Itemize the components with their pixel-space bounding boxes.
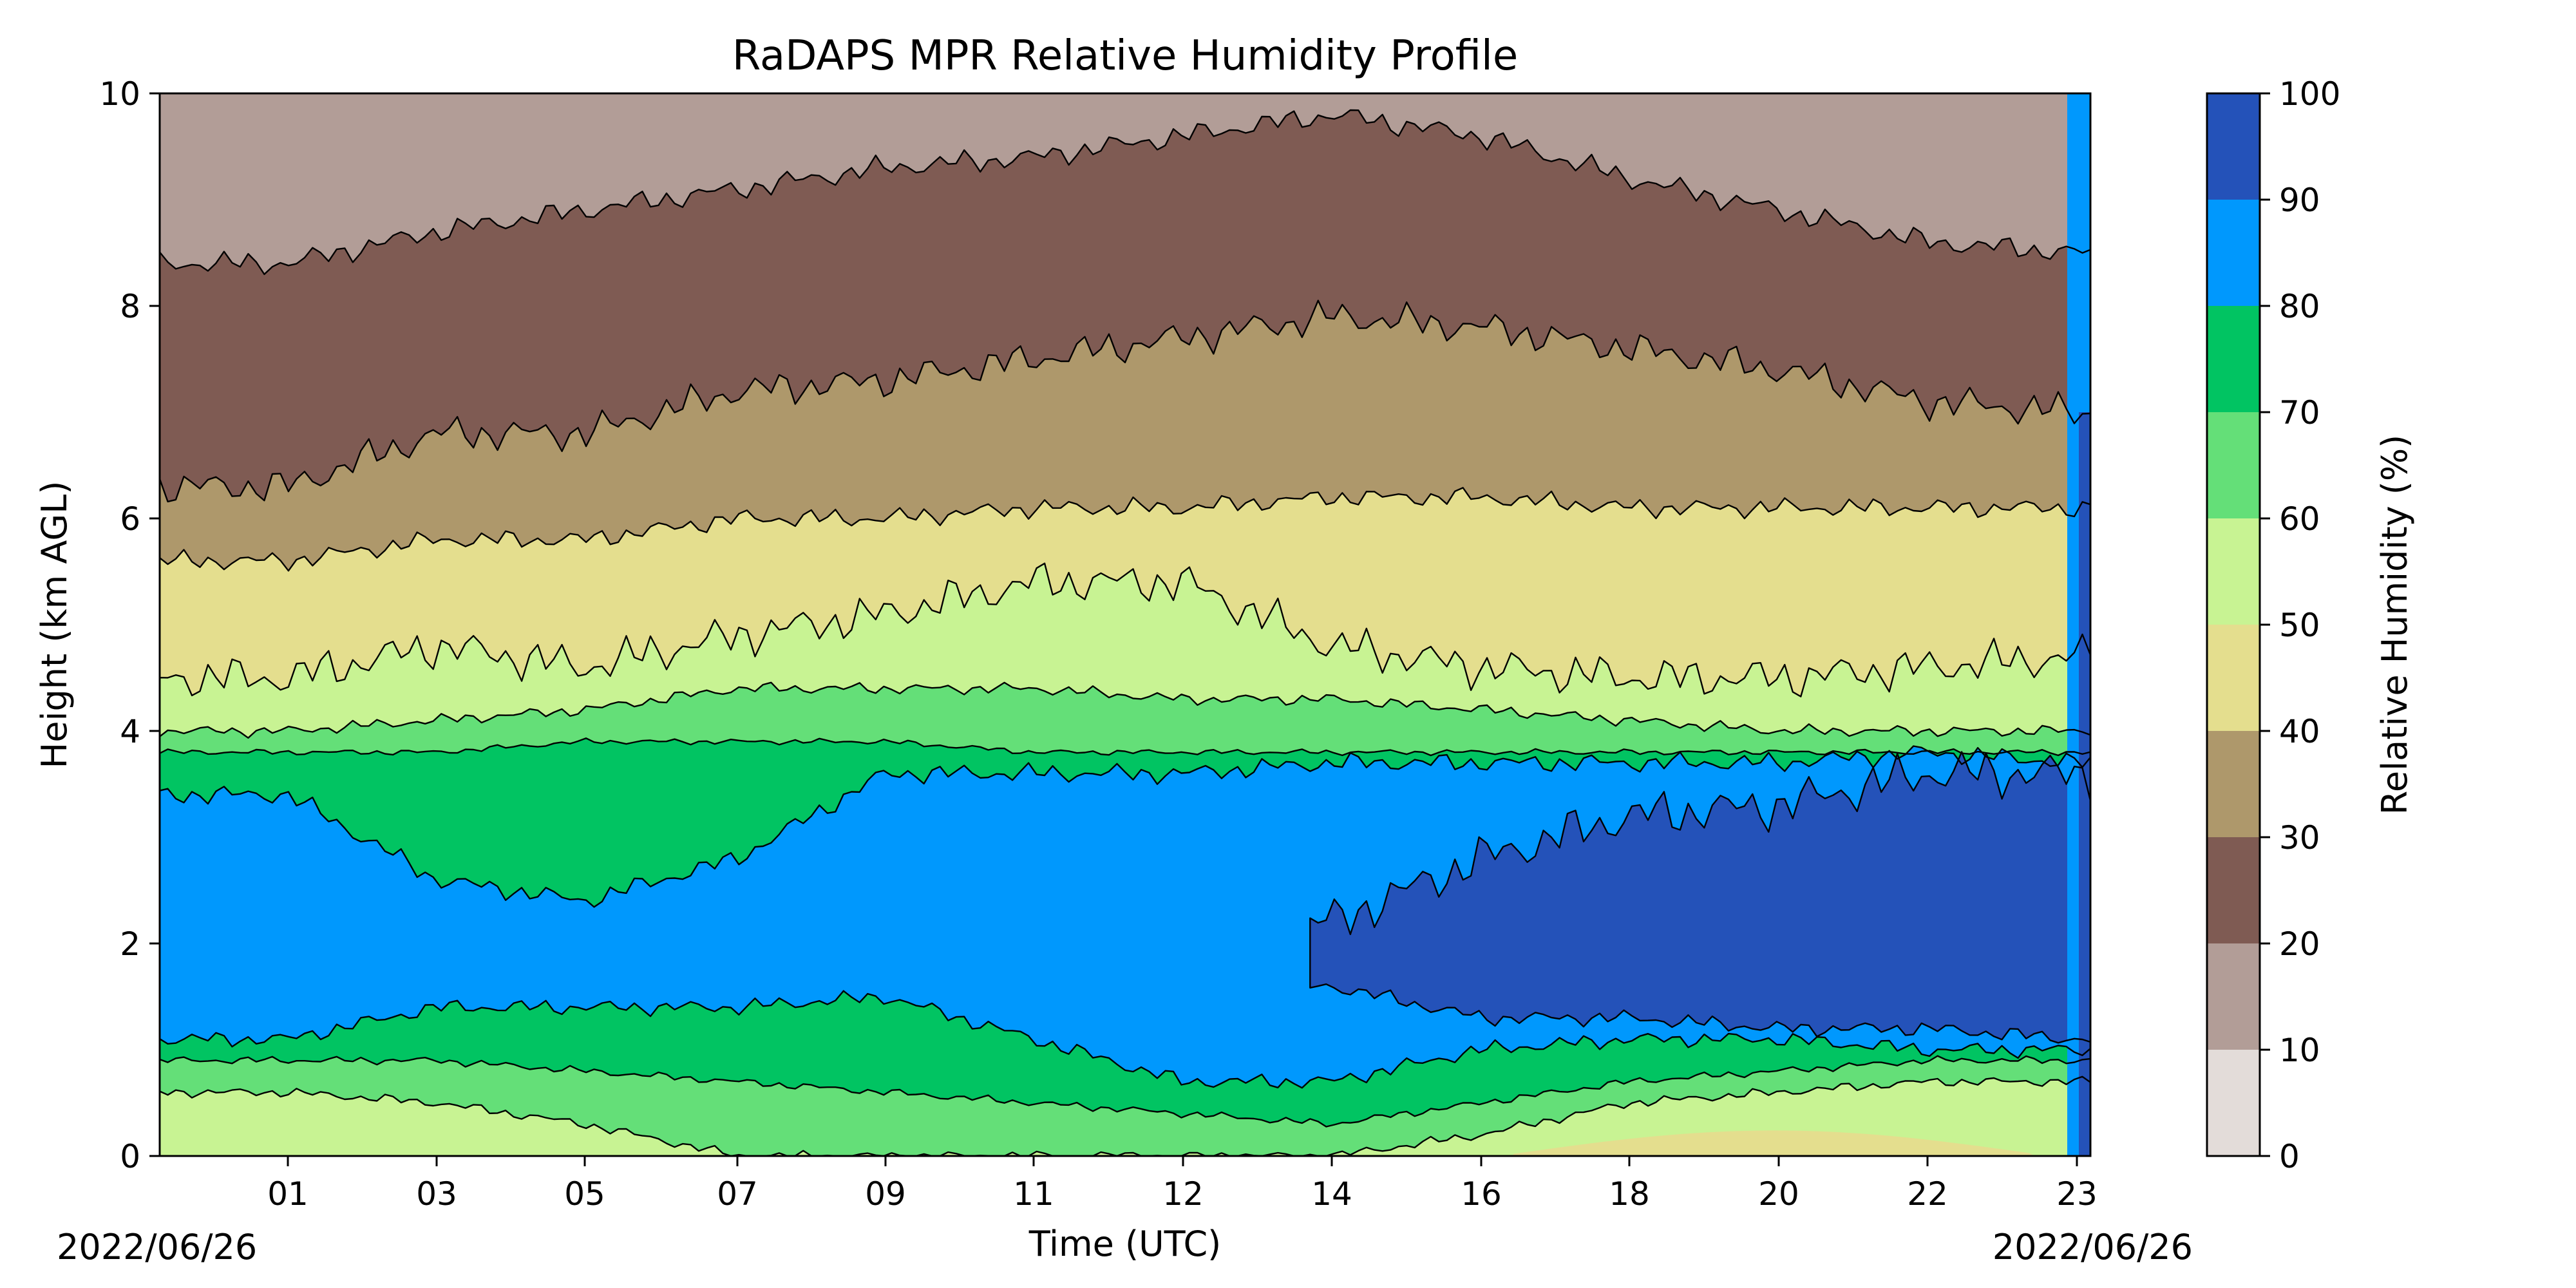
x-axis-label: Time (UTC) [1028,1224,1222,1264]
x-tick-label: 20 [1758,1175,1799,1213]
band-60-70 [160,682,2090,755]
contour-bands [160,93,2090,1156]
band-20-30 [160,110,2090,502]
contour-line [160,1055,2090,1128]
colorbar-ticks: 0 10 20 30 40 50 60 70 80 90 100 [2260,75,2340,1175]
date-label-right: 2022/06/26 [1993,1227,2193,1267]
band-30-40 [160,300,2090,571]
colorbar [2206,92,2261,1157]
band-70-80 [160,738,2090,907]
date-label-left: 2022/06/26 [57,1227,257,1267]
x-tick-label: 18 [1609,1175,1650,1213]
colorbar-tick-label: 40 [2279,713,2320,750]
colorbar-segment [2207,412,2260,518]
colorbar-tick-label: 10 [2279,1032,2320,1069]
x-tick-label: 14 [1311,1175,1352,1213]
contour-line [160,737,2090,757]
x-axis-ticks: 01 03 05 07 09 11 12 14 16 18 20 22 23 [267,1156,2098,1213]
contour-lines [160,109,2090,1156]
colorbar-tick-label: 80 [2279,288,2320,325]
y-tick-label: 10 [99,75,140,113]
band-40-50-low [1513,1130,2035,1156]
band-70-80-low [160,990,2090,1127]
colorbar-segment [2207,731,2260,837]
band-50-60 [160,563,2090,738]
contour-line [160,487,2090,572]
colorbar-tick-label: 60 [2279,500,2320,538]
x-tick-label: 11 [1013,1175,1054,1213]
plot-frame [158,92,2092,1157]
edge-strip-core [2079,412,2090,1156]
colorbar-tick-label: 30 [2279,819,2320,857]
y-tick-label: 2 [120,925,140,963]
colorbar-tick-label: 50 [2279,607,2320,644]
colorbar-segment [2207,306,2260,412]
y-axis-label: Height (km AGL) [34,481,75,769]
colorbar-tick-label: 70 [2279,394,2320,431]
x-tick-label: 07 [717,1175,758,1213]
y-tick-label: 4 [120,713,140,750]
colorbar-segment [2207,93,2260,200]
x-tick-label: 12 [1162,1175,1204,1213]
y-tick-label: 0 [120,1138,140,1175]
x-tick-label: 16 [1461,1175,1502,1213]
x-tick-label: 09 [865,1175,906,1213]
contour-line [160,990,2090,1089]
contour-line [1309,751,2090,1044]
x-tick-label: 23 [2056,1175,2098,1213]
y-tick-label: 8 [120,288,140,325]
colorbar-segment [2207,625,2260,731]
x-tick-label: 01 [267,1175,308,1213]
plot-area [158,92,2092,1157]
colorbar-label: Relative Humidity (%) [2374,435,2415,815]
contour-line [160,1075,2090,1156]
contour-line [160,745,2090,908]
contour-line [160,562,2090,697]
contour-line [160,681,2090,739]
y-tick-label: 6 [120,500,140,538]
x-tick-label: 03 [416,1175,457,1213]
band-90-100 [1310,752,2090,1043]
colorbar-segment [2207,943,2260,1050]
band-60-70-low [160,1056,2090,1156]
y-axis-ticks: 0 2 4 6 8 10 [99,75,160,1175]
colorbar-segment [2207,200,2260,306]
contour-line [160,299,2090,503]
colorbar-tick-label: 90 [2279,182,2320,219]
colorbar-tick-label: 20 [2279,925,2320,963]
chart-title: RaDAPS MPR Relative Humidity Profile [732,32,1518,80]
x-tick-label: 22 [1907,1175,1948,1213]
band-10-20 [160,93,2090,274]
colorbar-tick-label: 100 [2279,75,2340,113]
colorbar-segment [2207,837,2260,943]
contour-line [160,109,2090,276]
colorbar-segment [2207,1050,2260,1156]
colorbar-segment [2207,518,2260,625]
x-tick-label: 05 [564,1175,605,1213]
colorbar-tick-label: 0 [2279,1138,2300,1175]
band-40-50 [160,488,2090,697]
